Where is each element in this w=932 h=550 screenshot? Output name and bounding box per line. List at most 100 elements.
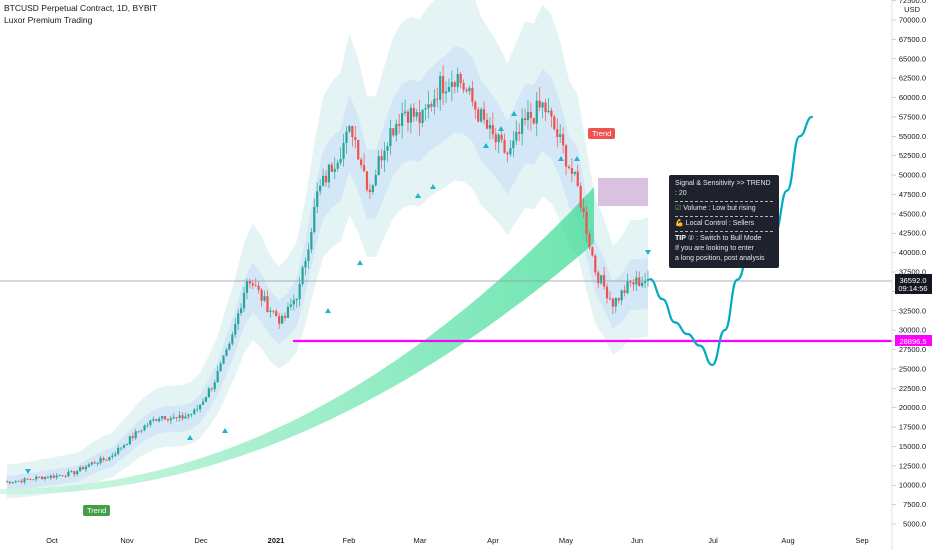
candle-body <box>301 267 304 284</box>
signal-marker <box>415 193 421 198</box>
candle-body <box>254 285 257 287</box>
candle-body <box>368 189 372 193</box>
candle-body <box>342 143 345 159</box>
candle-body <box>395 123 398 136</box>
candle-body <box>392 128 395 136</box>
candle-body <box>46 476 50 478</box>
candle-body <box>576 171 579 186</box>
candle-body <box>172 417 175 419</box>
candle-body <box>187 414 190 417</box>
signal-marker <box>574 156 580 161</box>
candle-body <box>585 211 588 235</box>
candle-body <box>58 475 61 477</box>
candle-body <box>84 466 88 470</box>
candle-body <box>600 275 603 284</box>
candle-body <box>480 109 483 122</box>
candle-body <box>8 481 11 484</box>
candle-body <box>43 476 47 479</box>
price-tick-label: 25000.0 <box>899 364 926 373</box>
candle-body <box>122 445 126 448</box>
candle-body <box>319 185 322 192</box>
bulb-icon: ② <box>687 235 695 242</box>
price-tick-label: 67500.0 <box>899 35 926 44</box>
candle-body <box>298 283 301 299</box>
current-price-value: 36592.0 <box>899 276 926 285</box>
candle-body <box>436 98 439 100</box>
price-tick-label: 70000.0 <box>899 16 926 25</box>
candle-body <box>605 286 609 299</box>
candle-body <box>248 280 251 284</box>
candle-body <box>345 131 348 144</box>
candle-body <box>459 73 462 84</box>
candle-body <box>79 467 82 472</box>
candle-body <box>351 125 354 138</box>
signal-marker <box>483 143 489 148</box>
candle-body <box>544 102 547 113</box>
candle-body <box>196 409 199 411</box>
indicator-title: Luxor Premium Trading <box>4 15 93 25</box>
candle-body <box>450 82 453 87</box>
candle-body <box>518 131 521 134</box>
price-axis[interactable]: 72500.0 70000.0 67500.0 65000.0 62500.0 60000… <box>892 0 926 529</box>
candle-body <box>529 111 533 118</box>
candle-body <box>131 436 134 439</box>
candle-body <box>409 107 412 123</box>
candle-body <box>468 87 471 92</box>
candle-body <box>275 311 278 317</box>
signal-marker <box>325 308 331 313</box>
candle-body <box>614 298 617 307</box>
candle-body <box>377 156 380 176</box>
candle-body <box>269 310 272 312</box>
candle-body <box>105 459 108 461</box>
candle-body <box>242 292 246 309</box>
tooltip-tip-line2: If you are looking to enter <box>675 245 754 252</box>
price-tick-label: 27500.0 <box>899 345 926 354</box>
price-tick-label: 52500.0 <box>899 151 926 160</box>
candle-body <box>444 91 448 94</box>
month-label: Jun <box>631 536 643 545</box>
candle-body <box>597 272 600 284</box>
price-tick-label: 72500.0 <box>899 0 926 5</box>
candle-body <box>336 162 339 169</box>
candle-body <box>465 89 468 92</box>
candle-body <box>55 475 58 478</box>
candle-body <box>280 316 284 324</box>
price-tick-label: 32500.0 <box>899 306 926 315</box>
candle-body <box>263 296 266 301</box>
candle-body <box>70 471 73 472</box>
candle-body <box>526 111 530 121</box>
candle-body <box>240 308 243 314</box>
candle-body <box>64 476 67 478</box>
tooltip-tip-line3: a long position, post analysis <box>675 255 765 262</box>
candle-body <box>5 481 9 483</box>
candle-body <box>108 456 111 461</box>
candle-body <box>421 109 424 124</box>
candle-body <box>386 146 389 151</box>
candle-body <box>49 475 52 478</box>
candle-body <box>204 397 208 402</box>
price-tick-label: 10000.0 <box>899 481 926 490</box>
candle-body <box>90 462 93 465</box>
candle-body <box>125 444 129 446</box>
candle-body <box>354 137 357 140</box>
candle-body <box>286 306 290 318</box>
candle-body <box>61 475 64 477</box>
month-label: Apr <box>487 536 499 545</box>
projection-path <box>648 115 814 367</box>
candle-body <box>11 482 14 484</box>
candle-body <box>485 119 489 129</box>
month-label: Mar <box>414 536 427 545</box>
candle-body <box>295 298 298 301</box>
candle-body <box>169 418 172 421</box>
candle-body <box>175 417 178 418</box>
month-label: Feb <box>343 536 356 545</box>
candle-body <box>307 249 310 262</box>
time-axis[interactable]: Oct Nov Dec 2021 Feb Mar Apr May Jun Jul Aug Sep <box>46 536 869 545</box>
candle-body <box>316 191 319 207</box>
candle-body <box>453 82 456 87</box>
candle-body <box>234 324 237 335</box>
month-label: 2021 <box>268 536 285 545</box>
candle-body <box>494 134 497 143</box>
candle-body <box>643 280 647 283</box>
